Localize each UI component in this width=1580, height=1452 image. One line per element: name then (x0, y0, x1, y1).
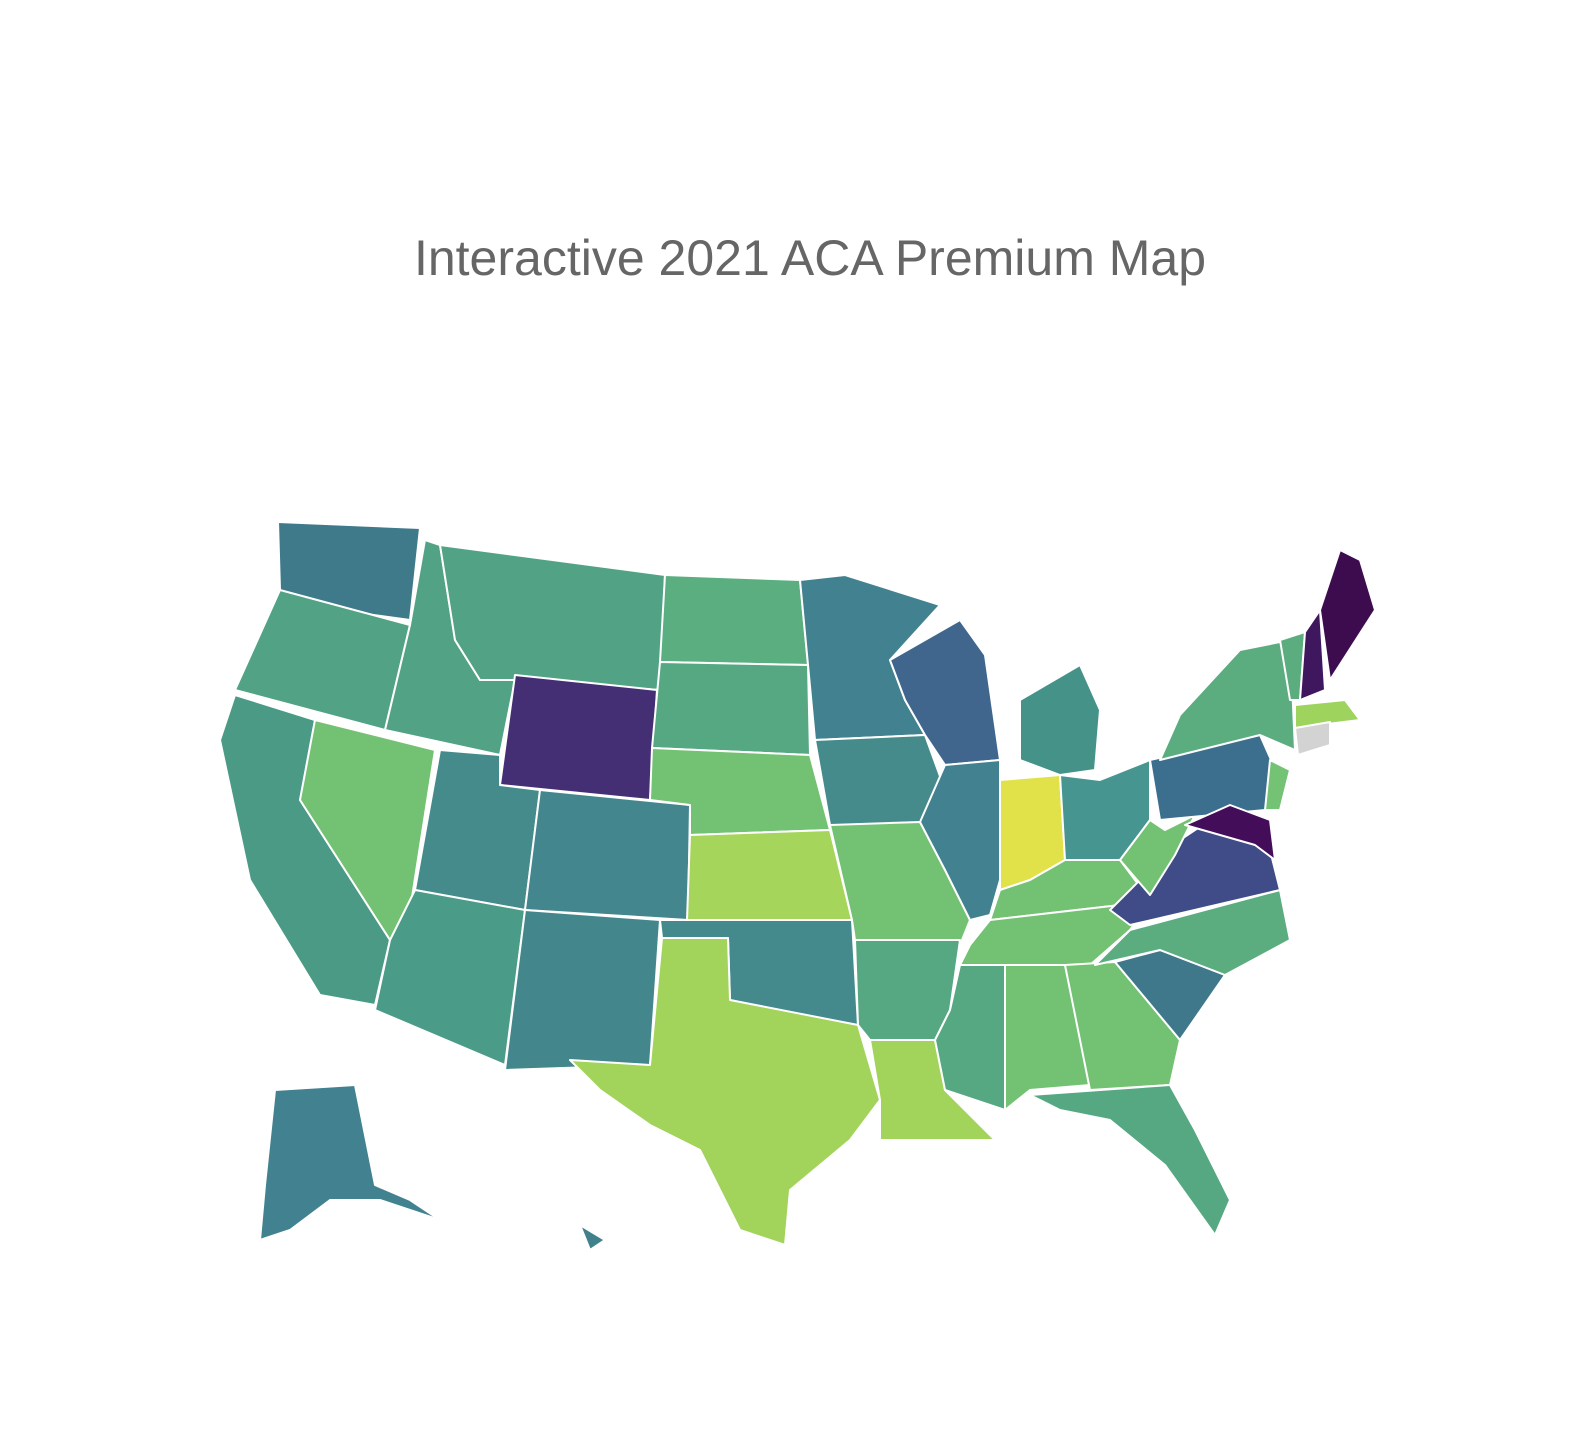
state-region[interactable] (499, 674, 658, 801)
state-region[interactable] (569, 937, 881, 1246)
state-region[interactable] (374, 889, 526, 1066)
state-region[interactable] (1029, 1084, 1231, 1236)
state-region[interactable] (659, 574, 809, 666)
state-region[interactable] (439, 544, 666, 691)
state-region[interactable] (1294, 721, 1331, 756)
state-region[interactable] (1159, 639, 1296, 761)
state-region[interactable] (579, 1224, 606, 1251)
state-region[interactable] (259, 1084, 441, 1241)
map-title: Interactive 2021 ACA Premium Map (414, 230, 1206, 286)
state-region[interactable] (1299, 609, 1326, 701)
state-region[interactable] (651, 661, 811, 756)
state-region[interactable] (1264, 759, 1291, 811)
state-region[interactable] (1019, 664, 1101, 776)
state-region[interactable] (524, 789, 691, 921)
state-region[interactable] (1319, 549, 1376, 681)
state-region[interactable] (1184, 804, 1276, 861)
map-regions (219, 521, 1376, 1251)
state-region[interactable] (1294, 699, 1361, 729)
state-region[interactable] (1004, 964, 1091, 1111)
state-region[interactable] (504, 909, 661, 1071)
state-region[interactable] (686, 829, 853, 921)
